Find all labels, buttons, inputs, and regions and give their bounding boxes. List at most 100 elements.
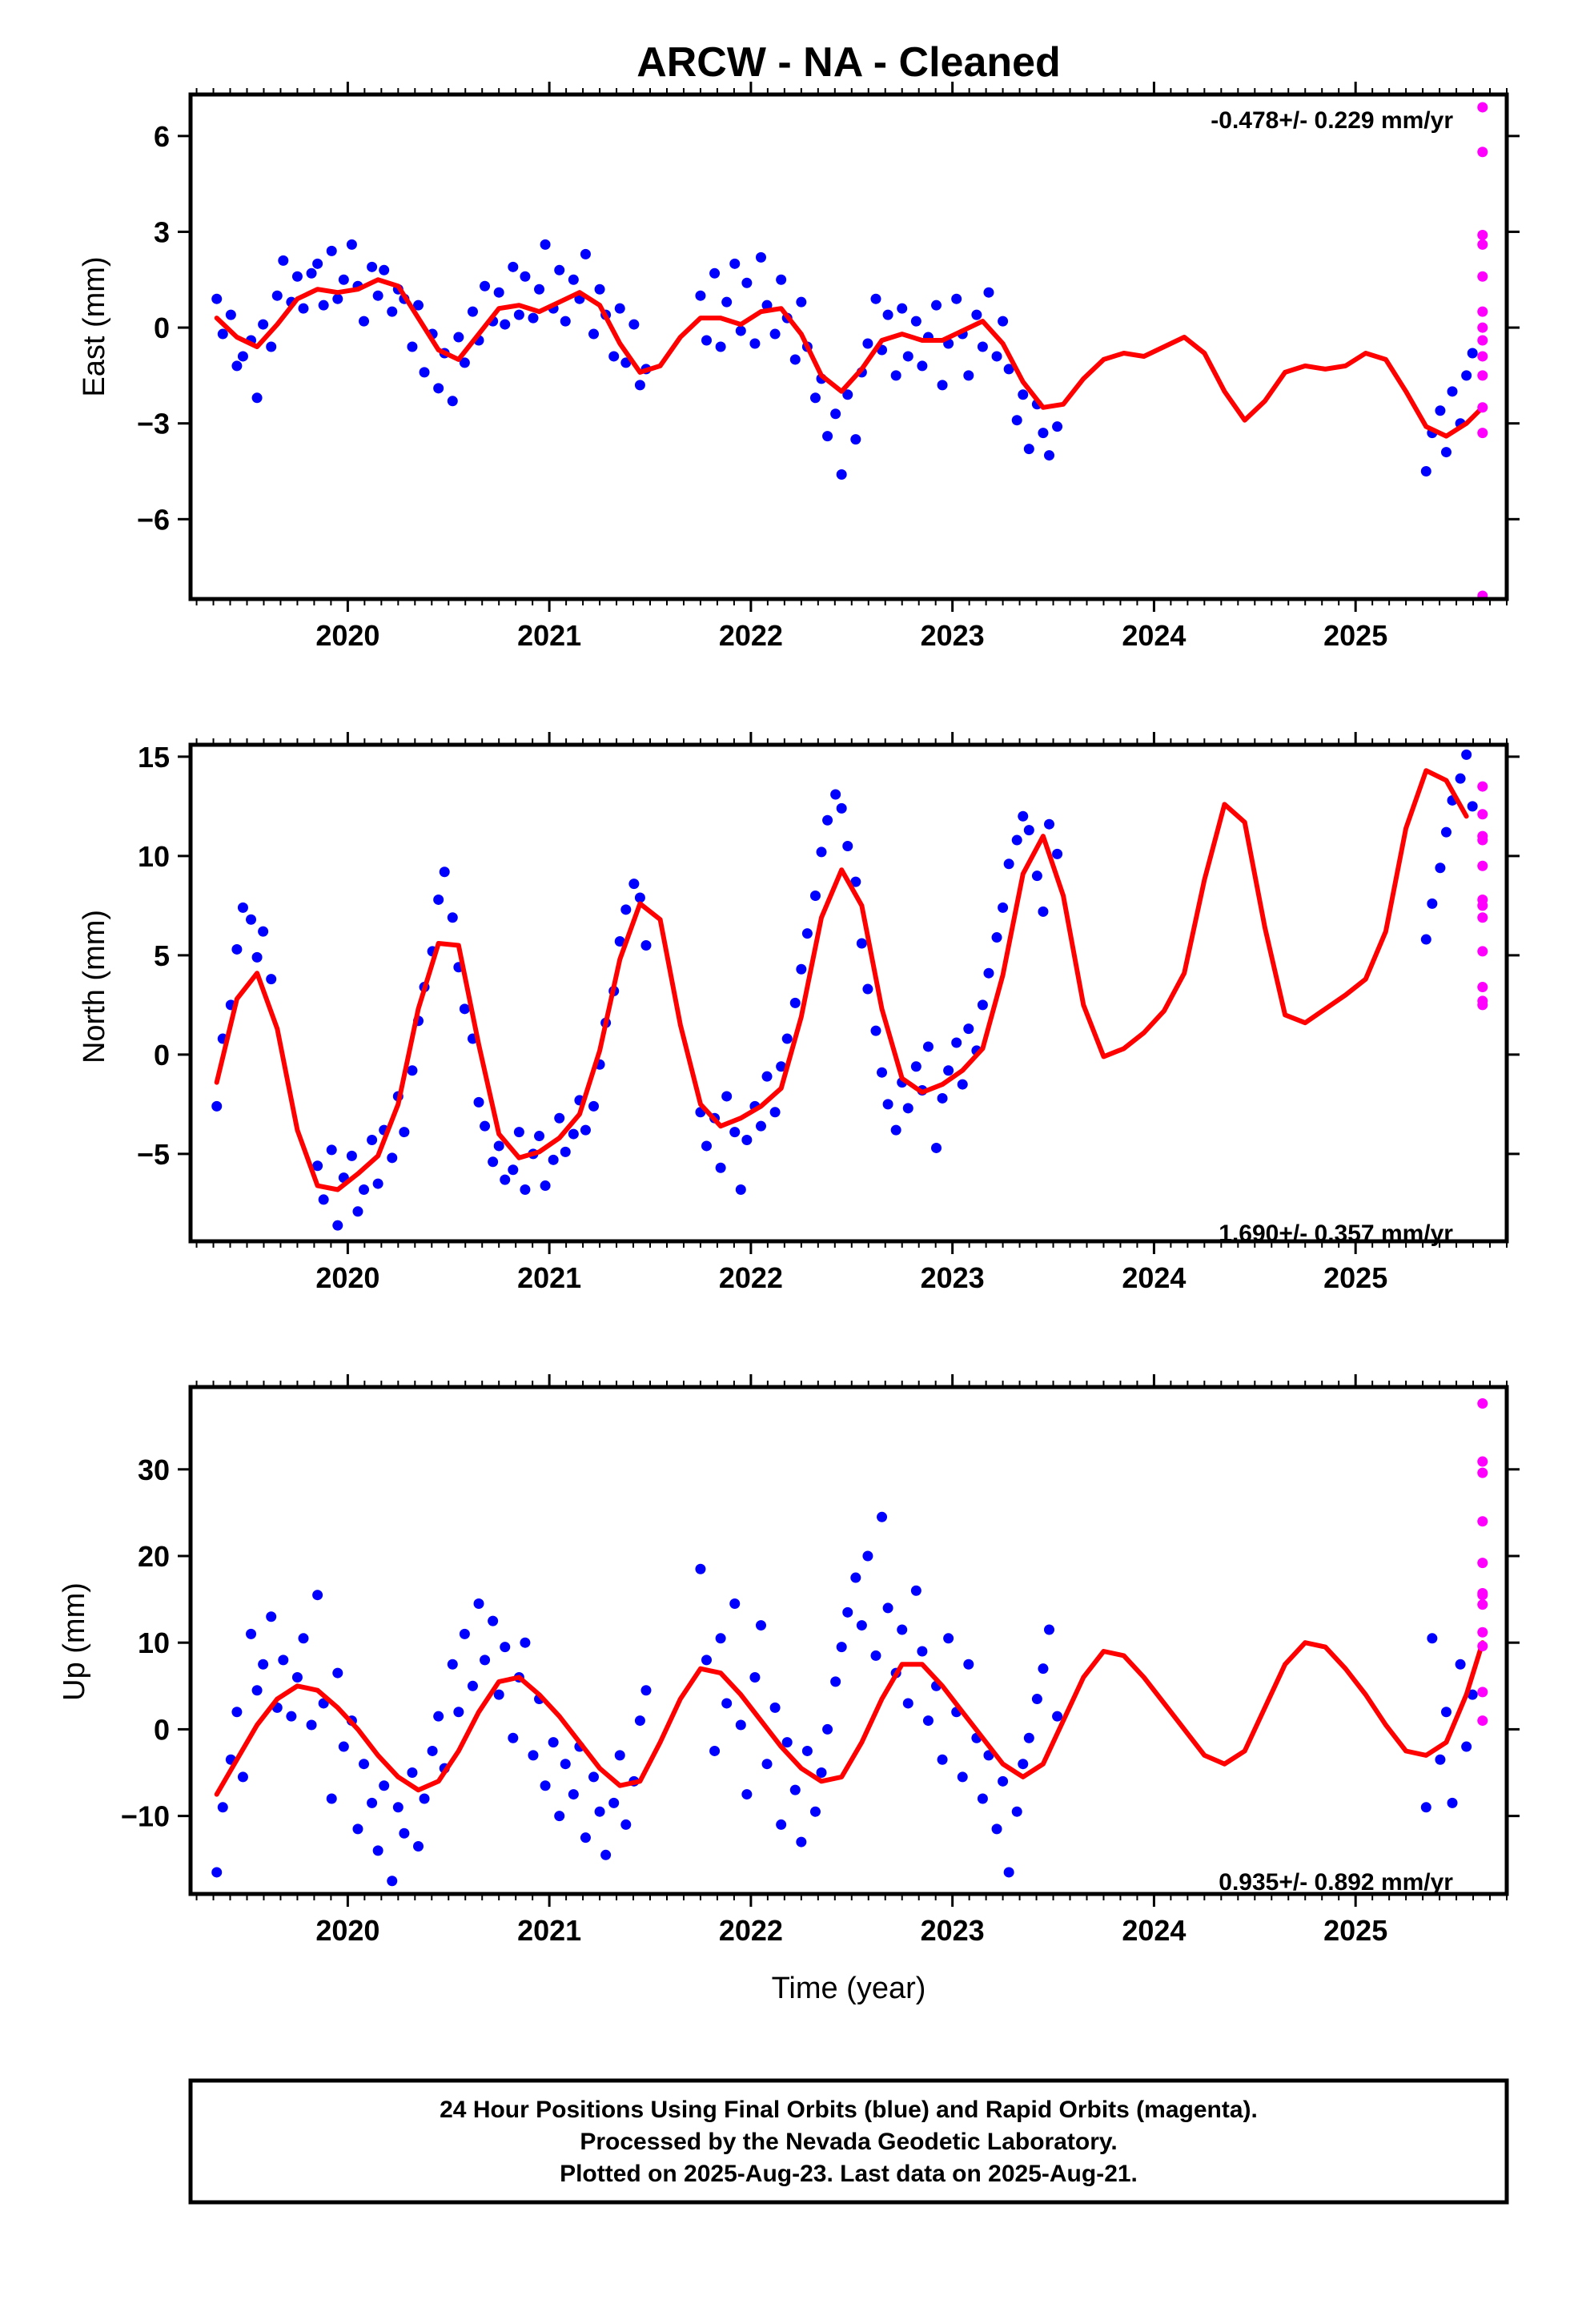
north-final-point [1455,773,1466,784]
north-final-point [588,1100,600,1112]
north-final-point [890,1124,901,1136]
up-final-point [822,1723,833,1735]
up-final-point [306,1719,317,1731]
up-final-point [433,1711,444,1722]
up-y-tick-label: 0 [154,1713,170,1746]
north-final-point [480,1120,491,1132]
up-rapid-point [1477,1516,1488,1527]
north-final-point [387,1152,398,1164]
up-rate-label: 0.935+/- 0.892 mm/yr [1219,1869,1453,1896]
east-final-point [271,290,283,301]
north-final-point [493,1140,504,1152]
up-rapid-point [1477,1398,1488,1409]
east-final-point [789,354,801,365]
east-final-point [528,312,539,324]
east-rapid-point [1477,271,1488,282]
up-final-point [600,1849,612,1860]
north-final-point [359,1184,370,1196]
east-final-point [467,306,478,317]
up-final-point [749,1671,761,1683]
north-final-point [842,840,853,851]
north-final-point [1435,862,1446,874]
up-x-tick-label: 2023 [921,1914,985,1947]
up-final-point [991,1823,1002,1835]
north-final-point [781,1033,793,1044]
east-x-tick-label: 2025 [1323,619,1387,652]
up-y-tick-label: 20 [138,1540,170,1573]
north-final-point [560,1146,571,1157]
up-final-point [1447,1797,1458,1808]
up-final-point [640,1685,652,1696]
up-final-point [588,1771,600,1783]
up-final-point [246,1628,257,1639]
north-final-point [796,963,807,975]
north-final-point [1461,749,1472,760]
east-rapid-point [1477,335,1488,346]
up-final-point [379,1780,390,1791]
up-final-point [729,1598,741,1610]
legend-box: 24 Hour Positions Using Final Orbits (bl… [188,2078,1509,2205]
up-final-point [1003,1867,1014,1878]
east-final-point [291,271,303,282]
up-final-point [312,1590,323,1601]
up-rapid-point [1477,1467,1488,1478]
east-final-point [1447,386,1458,397]
north-final-point [352,1206,363,1217]
north-final-point [367,1135,378,1146]
up-final-point [816,1767,827,1779]
up-final-point [721,1698,733,1709]
up-final-point [332,1667,343,1679]
up-final-point [528,1750,539,1761]
north-final-point [332,1220,343,1231]
north-final-point [459,1003,470,1015]
east-x-tick-label: 2024 [1122,619,1186,652]
up-final-point [467,1680,478,1691]
east-final-point [830,408,841,420]
up-final-point [367,1797,378,1808]
up-final-point [407,1767,418,1779]
up-final-point [1440,1707,1452,1718]
up-final-point [769,1702,781,1713]
up-final-point [488,1615,499,1626]
up-final-point [856,1620,867,1631]
east-final-point [963,370,974,381]
up-final-point [850,1572,861,1583]
east-final-point [937,380,948,391]
figure-title: ARCW - NA - Cleaned [636,39,1061,86]
north-final-point [1420,934,1431,945]
up-final-point [943,1633,954,1644]
north-final-point [1018,810,1029,822]
east-final-point [701,335,713,346]
up-final-point [211,1867,223,1878]
north-final-point [862,983,873,995]
legend-line-2: Processed by the Nevada Geodetic Laborat… [580,2129,1117,2155]
east-final-point [278,255,289,266]
east-final-point [588,328,600,340]
up-final-point [480,1655,491,1666]
east-final-point [608,351,620,362]
east-final-point [318,300,329,311]
east-final-point [312,258,323,269]
north-final-point [548,1154,559,1165]
east-final-point [1052,421,1063,432]
east-model-curve [214,277,1485,439]
up-panel: Up (mm) 2020 2021 2022 2023 2024 2025 −10 0 10 20… [58,1374,1520,1947]
north-final-point [540,1180,551,1192]
north-rapid-point [1477,946,1488,957]
north-final-point [882,1099,893,1110]
north-panel: North (mm) 2020 2021 2022 2023 2024 2025 −5 0 5 1… [78,732,1520,1294]
east-final-point [721,296,733,308]
east-plot-area [211,102,1488,599]
east-final-point [776,274,787,285]
north-final-point [520,1184,531,1196]
north-rate-label: 1.690+/- 0.357 mm/yr [1219,1220,1453,1247]
east-final-point [419,367,430,378]
up-final-point [580,1832,591,1844]
up-final-point [237,1771,248,1783]
up-final-point [291,1671,303,1683]
north-final-point [789,997,801,1008]
north-final-point [246,914,257,925]
up-final-point [419,1793,430,1804]
up-x-tick-label: 2022 [719,1914,783,1947]
